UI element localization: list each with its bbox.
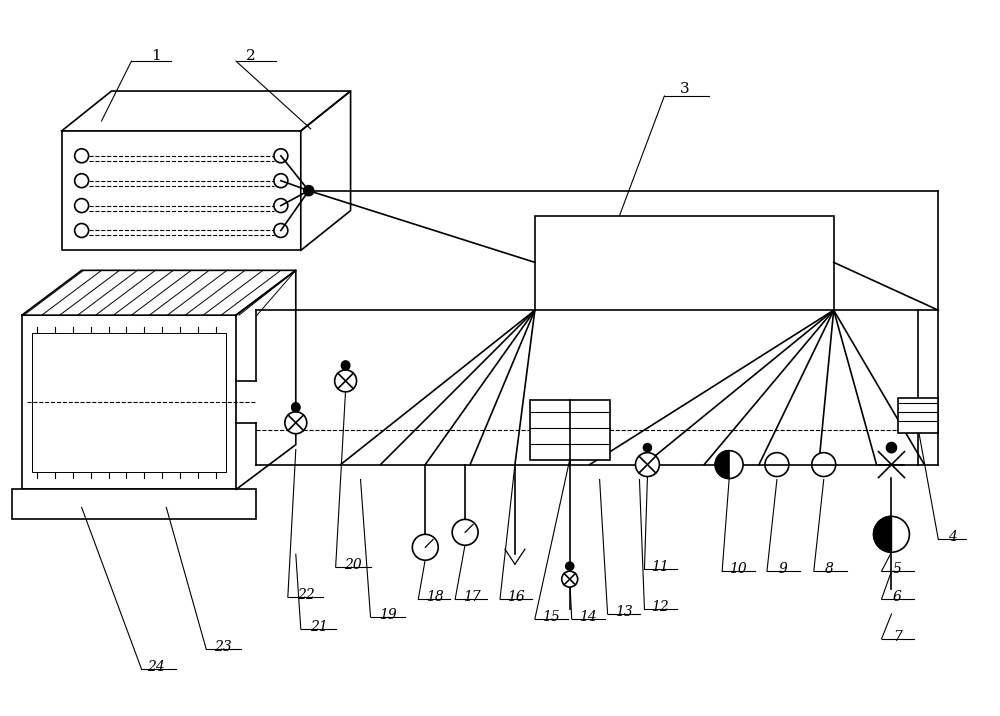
Circle shape [75, 198, 89, 213]
Circle shape [643, 444, 651, 452]
Wedge shape [874, 516, 891, 552]
Circle shape [335, 370, 357, 392]
Circle shape [765, 453, 789, 477]
Bar [530, 400, 610, 460]
Text: 8: 8 [825, 562, 834, 576]
Bar [898, 398, 938, 432]
Text: 20: 20 [344, 558, 361, 572]
Circle shape [562, 571, 578, 587]
Circle shape [274, 174, 288, 188]
Circle shape [75, 149, 89, 163]
Text: 22: 22 [297, 588, 315, 602]
Text: 6: 6 [893, 590, 902, 604]
Bar [12, 490, 256, 519]
Polygon shape [62, 91, 351, 131]
Text: 19: 19 [379, 608, 396, 622]
Text: 18: 18 [426, 590, 444, 604]
Circle shape [292, 404, 300, 412]
Wedge shape [715, 450, 729, 478]
Circle shape [812, 453, 836, 477]
Text: 24: 24 [147, 660, 165, 674]
Text: 15: 15 [542, 610, 560, 624]
Polygon shape [236, 271, 296, 490]
Circle shape [886, 442, 896, 453]
Circle shape [342, 361, 350, 369]
Text: 9: 9 [778, 562, 787, 576]
Circle shape [285, 412, 307, 434]
Circle shape [75, 174, 89, 188]
Circle shape [412, 534, 438, 560]
Text: 14: 14 [579, 610, 597, 624]
Circle shape [274, 149, 288, 163]
Text: 4: 4 [948, 531, 957, 544]
Circle shape [274, 223, 288, 238]
Text: 12: 12 [652, 600, 669, 614]
Circle shape [75, 223, 89, 238]
Circle shape [566, 562, 574, 570]
Text: 11: 11 [652, 560, 669, 574]
Circle shape [274, 198, 288, 213]
Text: 5: 5 [893, 562, 902, 576]
Circle shape [715, 450, 743, 478]
Circle shape [292, 403, 300, 411]
Circle shape [874, 516, 909, 552]
Bar [32, 333, 226, 472]
Text: 1: 1 [151, 49, 161, 63]
Circle shape [635, 453, 659, 477]
Circle shape [304, 185, 314, 195]
Polygon shape [22, 271, 296, 315]
Text: 17: 17 [463, 590, 481, 604]
Circle shape [342, 362, 350, 370]
Circle shape [452, 519, 478, 546]
Text: 3: 3 [679, 82, 689, 96]
Text: 7: 7 [893, 630, 902, 644]
Bar [22, 315, 236, 490]
Bar [62, 131, 301, 251]
Text: 23: 23 [214, 640, 232, 654]
Text: 16: 16 [507, 590, 525, 604]
Text: 10: 10 [729, 562, 747, 576]
Polygon shape [301, 91, 351, 251]
Text: 13: 13 [615, 605, 632, 619]
Text: 21: 21 [310, 620, 328, 634]
Bar [535, 216, 834, 310]
Circle shape [887, 442, 895, 450]
Text: 2: 2 [246, 49, 256, 63]
